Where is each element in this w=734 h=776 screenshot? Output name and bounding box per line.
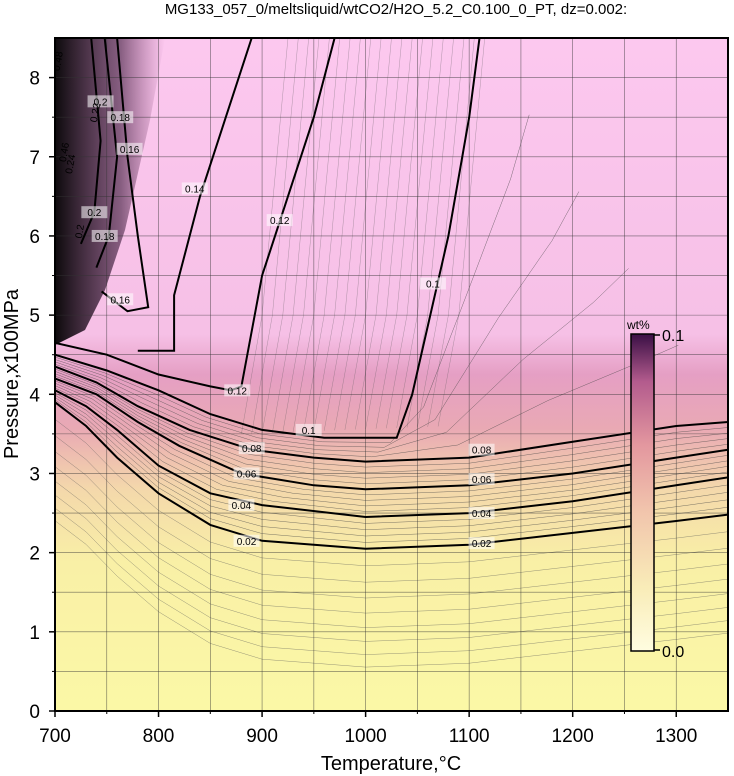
contour-label-bg xyxy=(116,142,143,155)
contour-label-0.04: 0.04 xyxy=(232,501,252,512)
contour-label-0.12: 0.12 xyxy=(227,386,247,397)
fine-contour-line xyxy=(55,191,580,448)
contour-label-0.1: 0.1 xyxy=(302,426,316,437)
contour-line-0.14 xyxy=(137,38,253,352)
colorbar-min-label: 0.0 xyxy=(662,644,684,661)
contour-label-0.12: 0.12 xyxy=(270,216,290,227)
contour-line-0.08 xyxy=(55,365,728,463)
x-axis-ticks: 700 800 900 1000 1100 1200 1300 xyxy=(39,711,697,747)
contour-label-0.16: 0.16 xyxy=(110,295,130,306)
contour-label-0.16: 0.16 xyxy=(120,145,140,156)
contour-label-bg xyxy=(468,443,495,456)
contour-label-bg xyxy=(468,473,495,486)
contour-labels: 0.02 0.02 0.04 0.04 0.06 0.06 0.08 0.08 0.1 0.1 0.… xyxy=(52,50,495,550)
y-tick-label: 6 xyxy=(29,227,40,248)
contour-label-bg xyxy=(419,277,446,290)
fine-contour-line xyxy=(55,387,728,512)
contour-label-0.08: 0.08 xyxy=(472,446,492,457)
x-tick-label: 700 xyxy=(39,726,71,747)
fine-contour-line xyxy=(55,382,728,501)
contour-label-bg xyxy=(266,214,293,227)
contour-label-0.2: 0.2 xyxy=(87,208,101,219)
contour-label-0.14: 0.14 xyxy=(185,184,205,195)
contour-label-bg xyxy=(233,467,260,480)
contour-line-0.16 xyxy=(100,38,150,313)
corner-label-0.46: 0.46 xyxy=(58,141,72,163)
contour-label-0.04: 0.04 xyxy=(472,509,492,520)
y-tick-label: 5 xyxy=(29,306,40,327)
contour-label-0.02: 0.02 xyxy=(237,537,257,548)
y-tick-label: 7 xyxy=(29,148,40,169)
contour-line-0.1 xyxy=(55,38,481,439)
contour-line-0.06 xyxy=(55,377,728,491)
contour-label-bg xyxy=(468,507,495,520)
contour-line-0.2 xyxy=(79,38,102,245)
grid-lines xyxy=(55,38,728,711)
contour-label-0.06: 0.06 xyxy=(472,475,492,486)
x-tick-label: 1300 xyxy=(655,726,697,747)
contour-line-0.04 xyxy=(55,389,728,519)
contour-label-bg xyxy=(181,182,208,195)
y-axis-ticks: 0 1 2 3 4 5 6 7 8 xyxy=(29,69,55,723)
corner-label-0.24: 0.24 xyxy=(64,153,78,175)
contour-label-bg xyxy=(91,229,118,242)
colorbar-bar xyxy=(630,333,655,652)
fine-contour-line xyxy=(55,268,629,453)
contour-label-bg xyxy=(224,384,251,397)
y-axis-label: Pressure,x100MPa xyxy=(1,288,23,459)
x-tick-label: 900 xyxy=(246,726,278,747)
contour-label-0.18: 0.18 xyxy=(110,113,130,124)
contour-label-bg xyxy=(107,293,134,306)
y-tick-label: 3 xyxy=(29,464,40,485)
plot-area: 0.02 0.02 0.04 0.04 0.06 0.06 0.08 0.08 0.1 0.1 0.… xyxy=(52,38,728,711)
y-tick-label: 4 xyxy=(29,385,40,406)
contour-label-0.18: 0.18 xyxy=(95,232,115,243)
contour-line-0.02 xyxy=(55,401,728,550)
contour-label-bg xyxy=(233,534,260,547)
x-tick-label: 800 xyxy=(143,726,175,747)
chart-title: MG133_057_0/meltsliquid/wtCO2/H2O_5.2_C0… xyxy=(165,1,627,18)
contour-label-bg xyxy=(81,206,108,219)
contour-label-bg xyxy=(87,95,114,108)
contour-label-0.06: 0.06 xyxy=(237,469,257,480)
corner-label-0.22: 0.22 xyxy=(89,102,103,124)
corner-label-0.48: 0.48 xyxy=(52,50,66,72)
colorbar: wt% 0.1 0.0 xyxy=(626,318,684,661)
contour-label-bg xyxy=(468,537,495,550)
y-tick-label: 0 xyxy=(29,702,40,723)
x-tick-label: 1200 xyxy=(552,726,594,747)
corner-label-0.2: 0.2 xyxy=(74,223,87,239)
fine-contour-line xyxy=(55,385,728,507)
y-tick-label: 8 xyxy=(29,69,40,90)
colorbar-unit: wt% xyxy=(626,318,650,332)
plot-frame xyxy=(54,37,729,712)
fine-contour-line xyxy=(55,114,530,443)
high-value-corner xyxy=(55,38,165,345)
contour-label-0.02: 0.02 xyxy=(472,539,492,550)
fine-contour-line xyxy=(55,344,679,458)
colorbar-max-label: 0.1 xyxy=(662,328,684,345)
y-tick-label: 1 xyxy=(29,623,40,644)
contour-label-bg xyxy=(107,111,134,124)
contour-label-0.1: 0.1 xyxy=(426,279,440,290)
contour-label-0.08: 0.08 xyxy=(242,444,262,455)
y-tick-label: 2 xyxy=(29,544,40,565)
x-axis-label: Temperature,°C xyxy=(321,753,461,775)
contour-label-bg xyxy=(238,442,265,455)
contour-label-bg xyxy=(295,423,322,436)
contour-label-bg xyxy=(228,499,255,512)
contour-label-0.2: 0.2 xyxy=(94,97,108,108)
x-tick-label: 1100 xyxy=(449,726,490,747)
x-tick-label: 1000 xyxy=(344,726,386,747)
